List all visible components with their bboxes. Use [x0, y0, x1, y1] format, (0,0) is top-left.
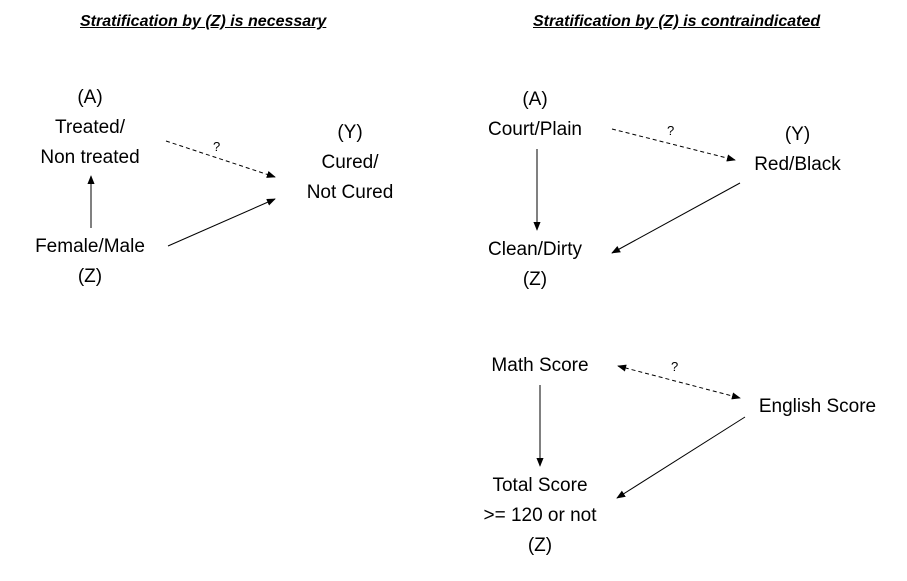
left-a-line2: Non treated	[40, 147, 140, 168]
total-score-line2: >= 120 or not	[483, 505, 597, 526]
left-y-tag: (Y)	[337, 122, 363, 143]
arrow-red-to-clean	[611, 182, 741, 254]
right-y-node: (Y) Red/Black	[740, 120, 855, 180]
left-z-tag: (Z)	[77, 266, 103, 287]
left-a-tag: (A)	[77, 87, 103, 108]
total-score-node: Total Score >= 120 or not (Z)	[465, 471, 615, 561]
arrow-z-to-y	[167, 198, 276, 247]
left-y-line1: Cured/	[321, 152, 379, 173]
arrow-english-to-total	[616, 416, 746, 499]
left-y-node: (Y) Cured/ Not Cured	[285, 118, 415, 208]
right-z-tag: (Z)	[522, 269, 548, 290]
right-z-text: Clean/Dirty	[488, 239, 582, 260]
right-y-tag: (Y)	[784, 124, 811, 145]
english-score-node: English Score	[758, 396, 877, 417]
left-heading: Stratification by (Z) is necessary	[80, 13, 327, 30]
left-y-line2: Not Cured	[306, 182, 394, 203]
left-unknown-mark: ?	[213, 139, 221, 154]
total-score-line1: Total Score	[492, 475, 588, 496]
left-z-text: Female/Male	[35, 236, 145, 257]
right-z-node: Clean/Dirty (Z)	[470, 235, 600, 295]
right-a-node: (A) Court/Plain	[470, 85, 600, 145]
math-score-node: Math Score	[491, 355, 589, 376]
left-z-node: Female/Male (Z)	[15, 232, 165, 292]
right-a-text: Court/Plain	[488, 119, 582, 140]
right-y-text: Red/Black	[754, 154, 841, 175]
right-a-tag: (A)	[522, 89, 548, 110]
left-a-node: (A) Treated/ Non treated	[20, 83, 160, 173]
right-top-unknown-mark: ?	[667, 123, 675, 138]
arrow-math-english-dashed	[617, 364, 741, 400]
arrow-court-to-red-dashed	[611, 128, 736, 162]
total-score-z-tag: (Z)	[527, 535, 553, 556]
arrow-a-to-y-dashed	[165, 140, 276, 178]
right-heading: Stratification by (Z) is contraindicated	[533, 13, 821, 30]
left-a-line1: Treated/	[54, 117, 126, 138]
